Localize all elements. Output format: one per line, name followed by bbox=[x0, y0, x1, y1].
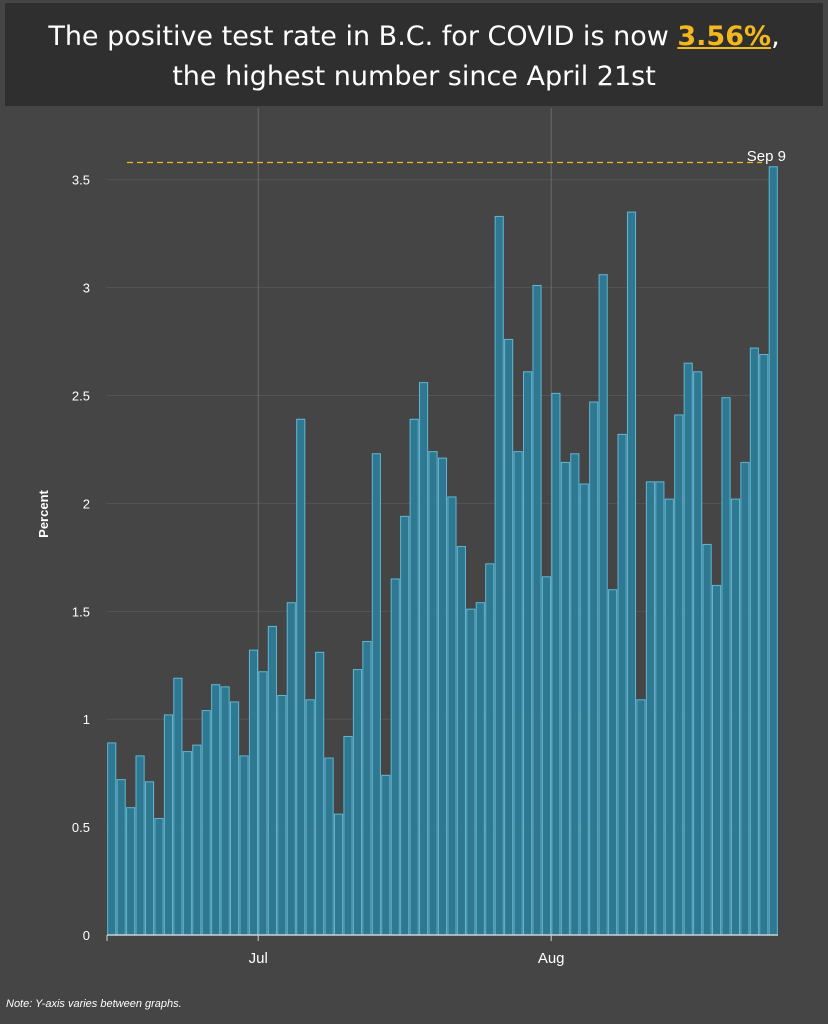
bar bbox=[258, 671, 268, 936]
bar bbox=[579, 483, 589, 936]
bar bbox=[286, 602, 296, 936]
bar bbox=[428, 451, 438, 936]
bar bbox=[608, 589, 618, 936]
bar bbox=[551, 392, 561, 936]
bar bbox=[173, 677, 183, 936]
bar bbox=[730, 498, 741, 936]
bar bbox=[135, 755, 145, 936]
bar bbox=[277, 694, 287, 936]
title-line-2: the highest number since April 21st bbox=[172, 61, 656, 92]
bar bbox=[437, 457, 448, 936]
bar bbox=[456, 546, 466, 936]
bar bbox=[504, 338, 514, 936]
bar bbox=[674, 414, 684, 936]
bar bbox=[390, 578, 400, 936]
bar bbox=[154, 817, 164, 936]
bar bbox=[466, 608, 476, 936]
bar bbox=[182, 751, 192, 936]
y-tick-label: 0 bbox=[83, 928, 90, 943]
x-tick-label: Jul bbox=[249, 950, 268, 967]
bar bbox=[560, 461, 570, 936]
bar bbox=[702, 543, 712, 936]
bar bbox=[768, 166, 778, 936]
bar bbox=[371, 453, 381, 936]
bar bbox=[645, 481, 655, 936]
bar bbox=[475, 602, 485, 936]
x-tick-label: Aug bbox=[538, 950, 565, 967]
y-tick-label: 2 bbox=[83, 496, 90, 511]
bar bbox=[664, 498, 674, 936]
bar bbox=[721, 397, 731, 936]
y-tick-label: 3 bbox=[83, 281, 90, 296]
title-suffix: , bbox=[771, 21, 780, 52]
bar bbox=[485, 563, 495, 936]
bar bbox=[400, 515, 410, 936]
y-tick-label: 1 bbox=[83, 712, 90, 727]
bar bbox=[532, 284, 542, 936]
bar bbox=[352, 669, 363, 936]
bar bbox=[740, 461, 750, 936]
footnote: Note: Y-axis varies between graphs. bbox=[6, 998, 182, 1010]
bar bbox=[598, 274, 608, 936]
bar bbox=[541, 576, 552, 936]
bar bbox=[494, 215, 504, 936]
bar bbox=[749, 347, 759, 936]
bar bbox=[201, 710, 211, 936]
bar bbox=[570, 453, 580, 936]
bar bbox=[655, 481, 665, 936]
bar bbox=[239, 755, 249, 936]
bar bbox=[315, 651, 325, 936]
bar bbox=[522, 371, 533, 936]
y-tick-label: 1.5 bbox=[72, 604, 90, 619]
annotation-label: Sep 9 bbox=[747, 148, 786, 165]
bar bbox=[267, 625, 277, 936]
title-prefix: The positive test rate in B.C. for COVID… bbox=[48, 21, 678, 52]
bar bbox=[144, 781, 155, 936]
bar bbox=[126, 807, 136, 936]
y-tick-label: 3.5 bbox=[72, 173, 90, 188]
bar bbox=[211, 684, 221, 936]
bar bbox=[626, 211, 637, 936]
bar bbox=[116, 779, 126, 936]
bar bbox=[248, 649, 259, 936]
title-line-1: The positive test rate in B.C. for COVID… bbox=[5, 17, 823, 57]
chart-title: The positive test rate in B.C. for COVID… bbox=[5, 3, 823, 106]
y-tick-label: 0.5 bbox=[72, 820, 90, 835]
bar bbox=[333, 813, 344, 936]
bar bbox=[107, 742, 117, 936]
bar bbox=[589, 401, 599, 936]
bar bbox=[324, 757, 334, 936]
bar bbox=[759, 354, 769, 936]
bar bbox=[693, 371, 703, 936]
bar bbox=[409, 418, 419, 936]
bar bbox=[636, 699, 646, 936]
bar bbox=[447, 496, 457, 936]
bar bbox=[362, 641, 372, 936]
y-axis-label: Percent bbox=[36, 489, 51, 537]
bar bbox=[192, 744, 202, 936]
bar bbox=[617, 433, 627, 936]
title-highlight-value: 3.56% bbox=[677, 21, 772, 52]
bar bbox=[296, 418, 306, 936]
bar bbox=[683, 362, 693, 936]
bar bbox=[343, 735, 353, 936]
bar bbox=[163, 714, 173, 936]
bar bbox=[419, 382, 429, 936]
y-tick-label: 2.5 bbox=[72, 389, 90, 404]
bar bbox=[305, 699, 315, 936]
bar bbox=[513, 451, 523, 936]
bar bbox=[230, 701, 240, 936]
bar bbox=[381, 774, 391, 936]
bar bbox=[712, 584, 722, 936]
bar bbox=[220, 686, 230, 936]
